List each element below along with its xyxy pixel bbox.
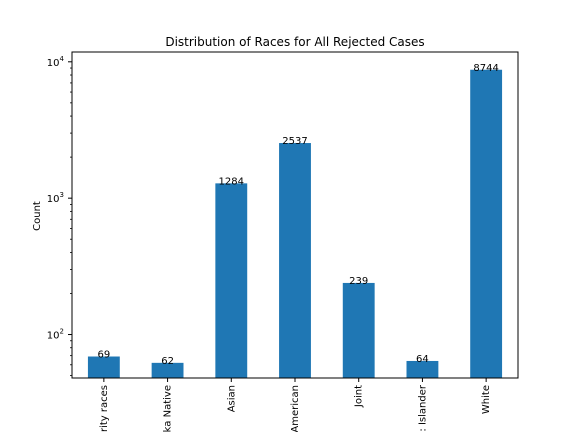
bar-6: [470, 69, 503, 378]
chart-title: Distribution of Races for All Rejected C…: [165, 35, 424, 49]
x-tick-label-5: : Islander: [417, 384, 428, 431]
data-label-1: 62: [161, 356, 174, 367]
bar-0: [87, 356, 120, 378]
data-label-0: 69: [97, 350, 110, 361]
bar-3: [279, 143, 311, 378]
data-label-6: 8744: [473, 63, 498, 74]
bar-1: [151, 362, 184, 378]
x-tick-label-3: American: [290, 385, 301, 432]
x-tick-label-2: Asian: [226, 385, 237, 412]
data-labels-layer: 69 62 1284 2537 239 64 8744: [97, 63, 498, 367]
bar-4: [342, 282, 375, 378]
x-ticks-layer: rity races ka Native Asian American Joint : I…: [99, 378, 492, 432]
data-label-4: 239: [349, 276, 368, 287]
bar-5: [406, 360, 439, 378]
data-label-2: 1284: [219, 176, 244, 187]
y-tick-label-0: 102: [47, 328, 64, 342]
x-tick-label-6: White: [481, 385, 492, 414]
y-axis-label: Count: [32, 201, 43, 231]
bars-layer: [87, 69, 503, 378]
data-label-3: 2537: [282, 136, 307, 147]
x-tick-label-0: rity races: [99, 385, 110, 432]
bar-2: [215, 183, 248, 378]
plot-frame: [71, 51, 519, 379]
x-tick-label-1: ka Native: [163, 385, 174, 432]
y-tick-label-1: 103: [47, 191, 64, 205]
data-label-5: 64: [416, 354, 429, 365]
y-tick-label-2: 104: [47, 55, 65, 69]
y-ticks-layer: 102 103 104: [47, 55, 72, 376]
x-tick-label-4: Joint: [354, 385, 365, 408]
